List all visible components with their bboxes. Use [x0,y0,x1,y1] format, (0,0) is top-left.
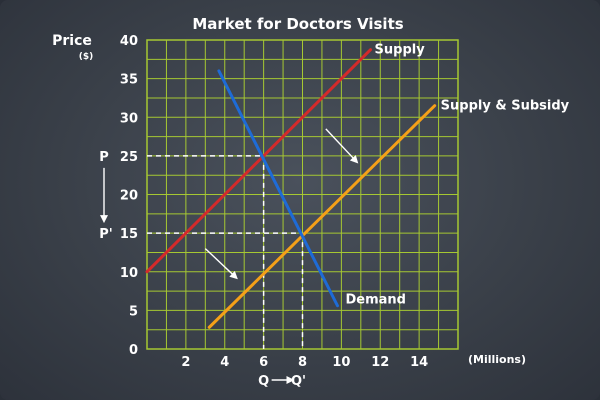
y-axis-label: Price [52,33,92,49]
shift-arrows [204,128,359,280]
series-line-supply [145,48,373,274]
series-lines [145,48,437,329]
y-tick-label: 20 [120,189,138,204]
series-label: Supply [375,43,426,58]
grid [146,39,459,350]
equilibrium-guides [147,155,304,349]
y-tick-label: 25 [120,150,138,165]
y-tick-label: 35 [120,73,138,88]
series-line-supply-subsidy [207,104,437,329]
price-label-p-prime: P' [99,227,113,242]
quantity-label-q-prime: Q' [291,374,306,389]
x-tick-label: 8 [298,355,307,370]
x-tick-label: 10 [332,355,350,370]
quantity-label-q: Q [258,374,269,389]
y-axis-unit: ($) [79,52,94,62]
y-tick-label: 15 [120,227,138,242]
chart-title: Market for Doctors Visits [192,15,403,33]
shift-arrow [204,248,238,280]
y-tick-label: 30 [120,111,138,126]
tick-labels: 0 5 10 15 20 25 30 35 40 2 4 6 8 10 12 14 [120,34,428,370]
series-label: Demand [345,293,406,308]
shift-arrow [325,128,359,164]
x-tick-label: 2 [181,355,190,370]
y-tick-label: 5 [129,304,138,319]
y-tick-label: 0 [129,343,138,358]
price-label-p: P [99,150,109,165]
series-label: Supply & Subsidy [441,99,570,114]
price-change-annotation: P P' [99,150,113,242]
y-tick-label: 40 [120,34,138,49]
x-tick-label: 4 [220,355,229,370]
y-tick-label: 10 [120,266,138,281]
x-tick-label: 6 [259,355,268,370]
x-axis-label: (Millions) [468,353,526,366]
x-tick-label: 12 [371,355,389,370]
x-tick-label: 14 [410,355,428,370]
quantity-change-annotation: Q Q' [258,374,306,389]
series-labels: Supply Supply & Subsidy Demand [345,43,569,308]
series-line-demand [217,69,339,308]
